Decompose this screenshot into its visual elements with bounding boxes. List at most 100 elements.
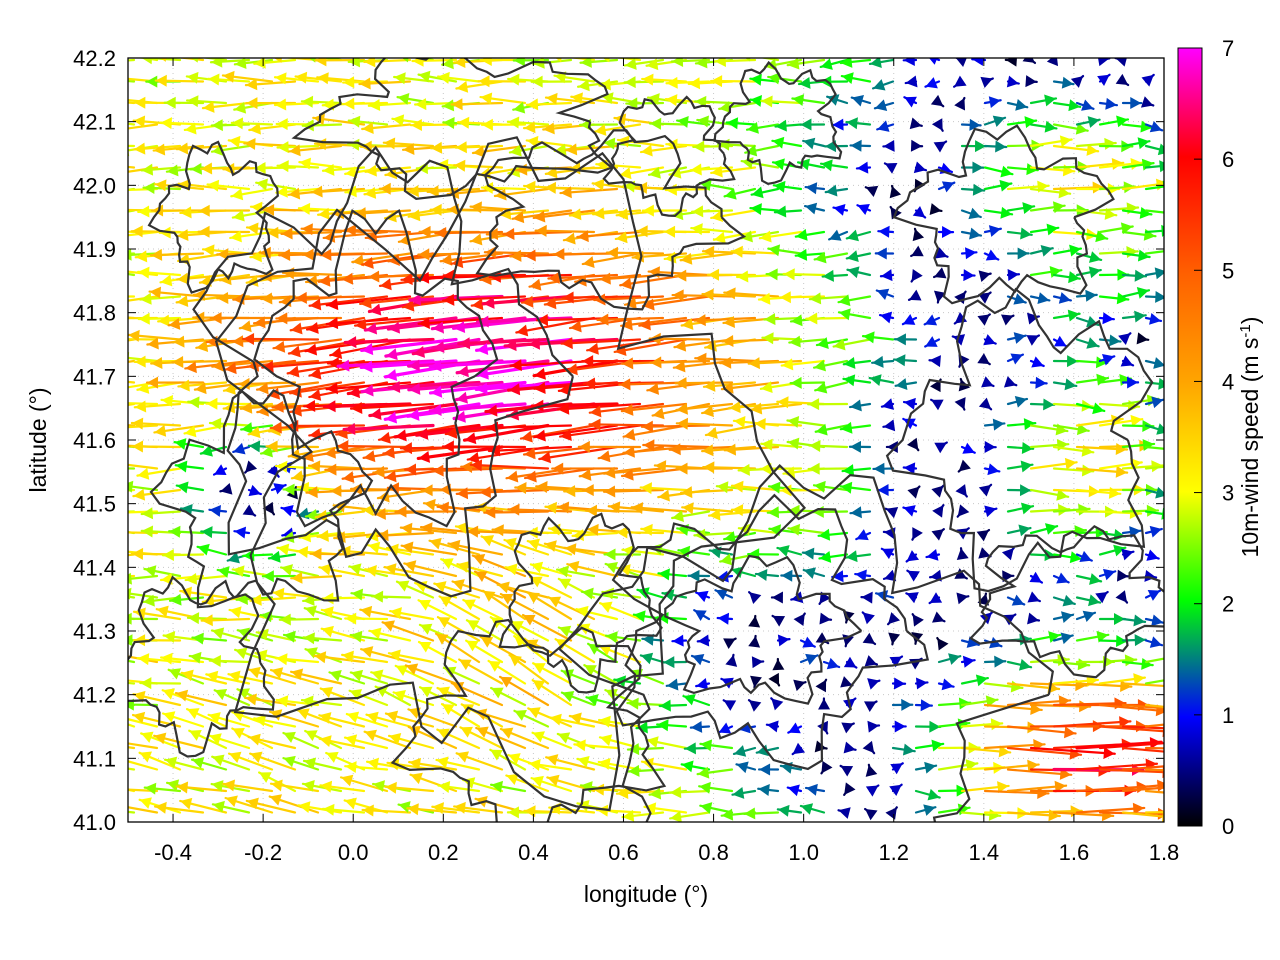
wind-vector-head [708, 268, 720, 281]
colorbar-tick-label: 3 [1222, 481, 1234, 506]
wind-vector-head [365, 564, 377, 577]
wind-vector-head [670, 786, 682, 799]
wind-vector-head [1056, 488, 1069, 501]
wind-vector-head [840, 481, 853, 494]
wind-vector-head [787, 58, 800, 70]
wind-vector-head [281, 227, 293, 240]
wind-vector-head [361, 343, 374, 356]
wind-vector-head [200, 445, 213, 457]
wind-vector-head [744, 807, 756, 820]
wind-vector-head [256, 628, 269, 641]
wind-vector-head [697, 115, 709, 128]
wind-vector-head [718, 722, 732, 734]
wind-vector-head [577, 230, 589, 243]
wind-vector-head [659, 699, 671, 712]
wind-vector-head [418, 599, 432, 611]
wind-vector-head [768, 72, 780, 85]
wind-vector-head [1044, 94, 1057, 107]
wind-vector-head [93, 139, 104, 151]
wind-vector-head [695, 58, 708, 69]
wind-vector-head [593, 207, 605, 220]
wind-vector-shaft [128, 424, 159, 429]
wind-vector-shaft [486, 424, 573, 429]
wind-vector-head [806, 312, 818, 325]
wind-vector-head [748, 548, 760, 561]
wind-vector-head [676, 462, 688, 475]
wind-vector-head [815, 381, 828, 394]
wind-vector-head [578, 79, 590, 92]
wind-vector-head [1102, 312, 1114, 325]
wind-vector-head [432, 321, 445, 334]
wind-vector-head [456, 80, 469, 93]
wind-vector-head [277, 141, 289, 154]
wind-vector-head [976, 530, 990, 542]
wind-vector-head [274, 58, 282, 63]
wind-vector-head [633, 610, 646, 623]
wind-vector-head [273, 340, 286, 353]
wind-vector-head [843, 356, 856, 369]
wind-vector-head [231, 117, 244, 130]
wind-vector-head [476, 343, 489, 356]
wind-vector-head [787, 437, 800, 450]
wind-vector-head [484, 246, 496, 259]
wind-vector-head [144, 782, 157, 795]
wind-vector-head [599, 734, 613, 746]
wind-vector-head [906, 550, 920, 562]
wind-vector-head [957, 504, 970, 517]
wind-vector-head [91, 224, 102, 236]
wind-vector-head [533, 210, 546, 223]
wind-vector-head [1069, 747, 1082, 760]
wind-vector-head [1118, 333, 1131, 345]
wind-vector-shaft [1098, 768, 1164, 774]
wind-vector-head [235, 647, 248, 659]
wind-vector-shaft [1144, 657, 1164, 664]
terrain-contour [214, 136, 807, 812]
wind-vector-shaft [1144, 768, 1164, 772]
wind-vector-head [263, 203, 275, 216]
wind-vector-shaft [359, 295, 435, 306]
wind-vector-head [1049, 265, 1062, 278]
wind-vector-head [779, 291, 791, 304]
wind-vector-head [176, 142, 189, 155]
wind-vector-head [1026, 335, 1039, 346]
wind-vector-head [832, 118, 844, 131]
wind-vector-head [1134, 634, 1146, 647]
y-tick-label: 41.1 [73, 746, 116, 771]
wind-vector-head [975, 140, 987, 153]
wind-vector-head [371, 590, 384, 603]
wind-vector-head [355, 318, 367, 331]
wind-vector-head [466, 640, 479, 652]
wind-vector-head [833, 338, 846, 351]
wind-vector-head [657, 719, 669, 732]
wind-vector-head [97, 74, 108, 86]
wind-vector-head [532, 680, 546, 692]
wind-vector-head [374, 507, 386, 520]
wind-vector-head [110, 204, 121, 216]
wind-vector-head [1121, 548, 1134, 561]
wind-vector-shaft [1144, 811, 1164, 814]
wind-vector-head [435, 226, 447, 239]
wind-vector-head [256, 178, 268, 191]
wind-vector-head [354, 207, 367, 220]
wind-vector-head [930, 379, 941, 393]
wind-vector-head [248, 733, 261, 746]
terrain-contour [147, 140, 279, 294]
wind-vector-head [977, 314, 990, 326]
wind-vector-head [1127, 376, 1139, 389]
wind-vector-head [536, 481, 548, 494]
wind-vector-head [543, 122, 555, 135]
wind-vector-head [843, 374, 856, 387]
wind-vector-head [303, 632, 315, 645]
wind-vector-head [642, 204, 654, 217]
wind-vector-head [672, 510, 685, 522]
wind-vector-head [957, 803, 970, 816]
wind-vector-head [601, 92, 614, 105]
wind-vector-head [549, 713, 562, 726]
wind-vector-head [1120, 355, 1134, 367]
wind-vector-head [781, 569, 793, 582]
wind-vector-head [1132, 802, 1145, 815]
wind-vector-head [164, 96, 176, 109]
wind-vector-head [249, 122, 261, 135]
wind-vector-head [587, 523, 599, 536]
wind-vector-head [608, 501, 621, 514]
